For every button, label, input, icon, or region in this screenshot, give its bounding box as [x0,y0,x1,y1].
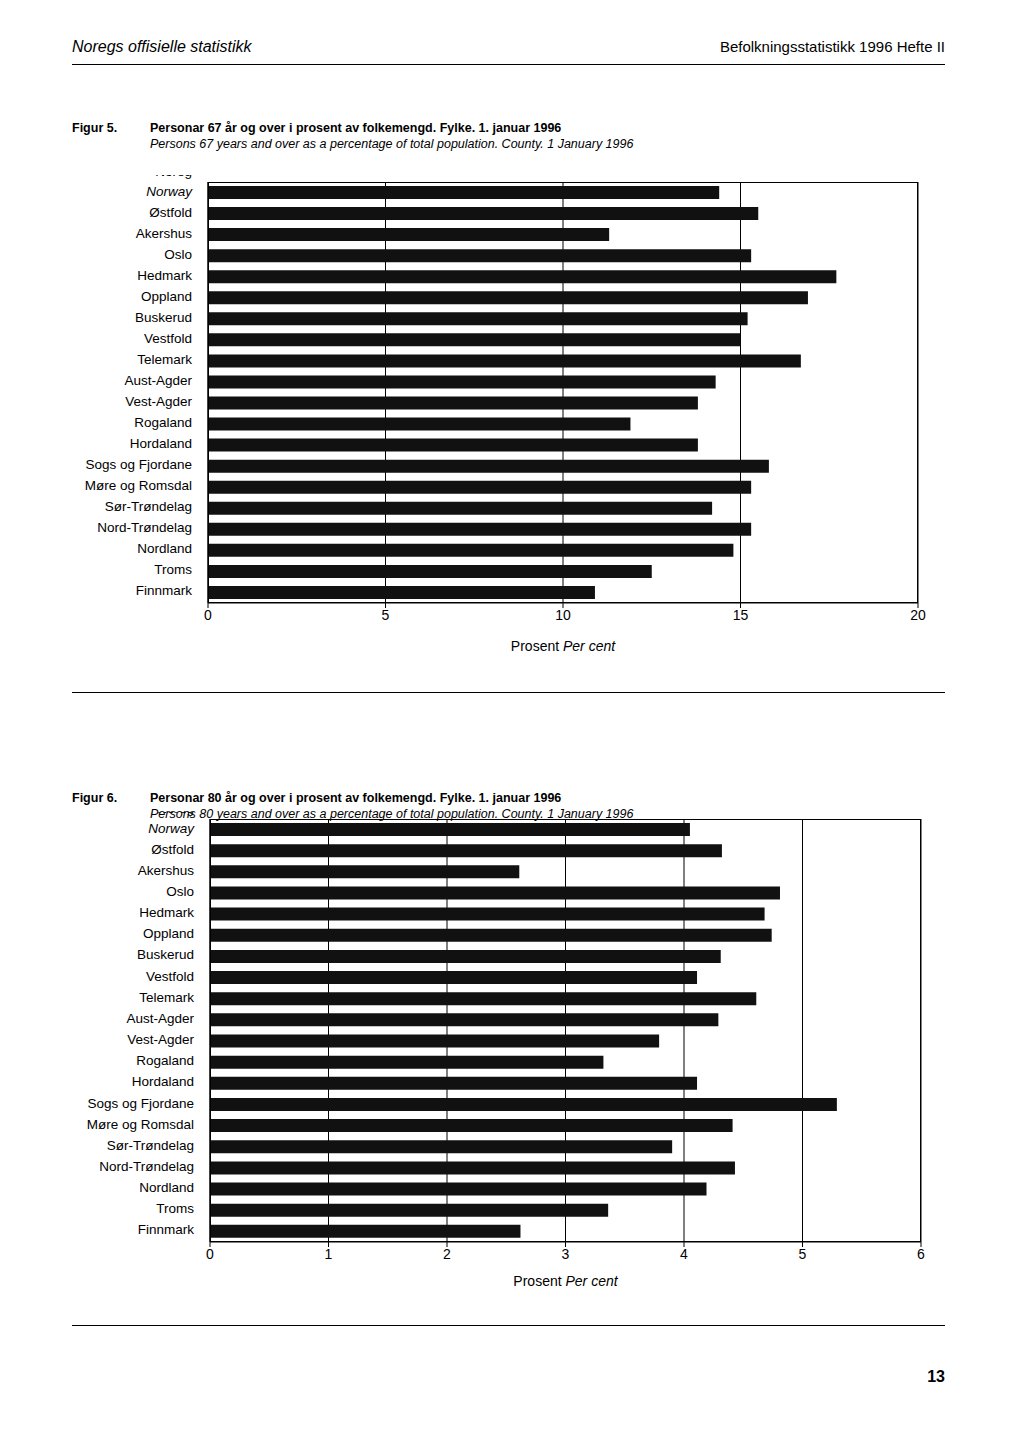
svg-text:Aust-Agder: Aust-Agder [124,373,192,388]
svg-text:Noreg: Noreg [155,175,192,179]
svg-text:5: 5 [382,607,390,623]
svg-text:Sogs og Fjordane: Sogs og Fjordane [87,1096,194,1111]
svg-text:Østfold: Østfold [151,842,194,857]
svg-text:Oslo: Oslo [166,884,194,899]
svg-text:Nordland: Nordland [137,541,192,556]
svg-text:Møre og Romsdal: Møre og Romsdal [85,478,192,493]
svg-text:Hordaland: Hordaland [132,1074,194,1089]
svg-text:20: 20 [910,607,926,623]
svg-text:Aust-Agder: Aust-Agder [126,1011,194,1026]
svg-text:Akershus: Akershus [136,226,193,241]
svg-text:1: 1 [325,1246,333,1262]
svg-text:Sogs og Fjordane: Sogs og Fjordane [85,457,192,472]
svg-text:Sør-Trøndelag: Sør-Trøndelag [107,1138,194,1153]
svg-text:Rogaland: Rogaland [136,1053,194,1068]
svg-text:Rogaland: Rogaland [134,415,192,430]
svg-text:Oslo: Oslo [164,247,192,262]
svg-text:Nordland: Nordland [139,1180,194,1195]
svg-text:Østfold: Østfold [149,205,192,220]
svg-text:Norway: Norway [146,184,193,199]
svg-text:Finnmark: Finnmark [136,583,193,598]
svg-text:0: 0 [206,1246,214,1262]
svg-text:Hordaland: Hordaland [130,436,192,451]
svg-text:Nord-Trøndelag: Nord-Trøndelag [99,1159,194,1174]
svg-text:4: 4 [680,1246,688,1262]
svg-text:Hedmark: Hedmark [137,268,192,283]
svg-text:Finnmark: Finnmark [138,1222,195,1237]
svg-text:10: 10 [555,607,571,623]
svg-text:6: 6 [917,1246,925,1262]
svg-text:Vestfold: Vestfold [146,969,194,984]
svg-text:Nord-Trøndelag: Nord-Trøndelag [97,520,192,535]
svg-text:Oppland: Oppland [141,289,192,304]
svg-text:Sør-Trøndelag: Sør-Trøndelag [105,499,192,514]
svg-text:Telemark: Telemark [139,990,194,1005]
svg-text:Vestfold: Vestfold [144,331,192,346]
svg-text:3: 3 [562,1246,570,1262]
svg-text:Hedmark: Hedmark [139,905,194,920]
svg-text:Vest-Agder: Vest-Agder [127,1032,194,1047]
svg-text:Oppland: Oppland [143,926,194,941]
svg-text:Troms: Troms [156,1201,194,1216]
svg-text:Norway: Norway [148,821,195,836]
svg-text:Noreg: Noreg [157,812,194,816]
svg-text:2: 2 [443,1246,451,1262]
svg-text:Buskerud: Buskerud [135,310,192,325]
svg-text:Akershus: Akershus [138,863,195,878]
svg-text:Buskerud: Buskerud [137,947,194,962]
svg-text:5: 5 [799,1246,807,1262]
svg-text:15: 15 [733,607,749,623]
svg-text:Møre og Romsdal: Møre og Romsdal [87,1117,194,1132]
svg-text:Troms: Troms [154,562,192,577]
svg-text:Vest-Agder: Vest-Agder [125,394,192,409]
svg-text:0: 0 [204,607,212,623]
svg-text:Telemark: Telemark [137,352,192,367]
